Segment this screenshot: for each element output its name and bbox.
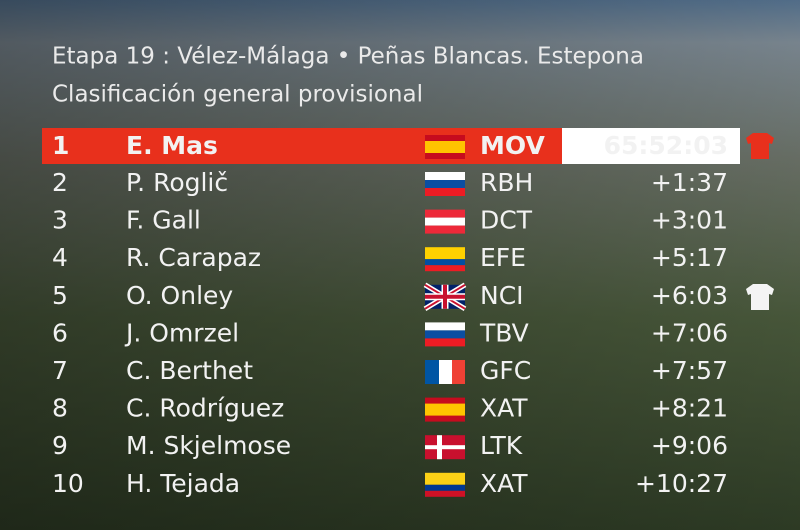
flag-part bbox=[425, 484, 465, 491]
team: XAT bbox=[480, 469, 528, 498]
rank: 9 bbox=[52, 431, 68, 460]
time: +7:57 bbox=[651, 356, 728, 385]
title: Etapa 19 : Vélez-Málaga • Peñas Blancas.… bbox=[52, 44, 644, 70]
flag-part bbox=[425, 490, 465, 497]
time: +1:37 bbox=[651, 168, 728, 197]
rank: 10 bbox=[52, 469, 84, 498]
flag bbox=[425, 135, 465, 159]
flag bbox=[425, 209, 465, 234]
flag-part bbox=[425, 209, 465, 218]
flag-part bbox=[425, 284, 465, 309]
rider-name: R. Carapaz bbox=[126, 243, 261, 272]
flag bbox=[425, 435, 465, 460]
flag bbox=[425, 397, 465, 422]
rider-name: H. Tejada bbox=[126, 469, 240, 498]
flag-part bbox=[425, 265, 465, 272]
flag-part bbox=[425, 403, 465, 416]
flag bbox=[425, 322, 465, 347]
flag-part bbox=[425, 330, 465, 339]
flag-part bbox=[425, 188, 465, 196]
flag bbox=[425, 172, 465, 196]
time: +5:17 bbox=[651, 243, 728, 272]
flag-part bbox=[425, 172, 465, 180]
flag-part bbox=[425, 217, 465, 226]
flag-part bbox=[425, 338, 465, 347]
flag-part bbox=[439, 360, 452, 384]
flag-part bbox=[425, 225, 465, 234]
team: RBH bbox=[480, 168, 533, 197]
team: XAT bbox=[480, 394, 528, 423]
time: +10:27 bbox=[635, 469, 728, 498]
rider-name: C. Berthet bbox=[126, 356, 253, 385]
team: GFC bbox=[480, 356, 531, 385]
time: +6:03 bbox=[651, 281, 728, 310]
rank: 6 bbox=[52, 318, 68, 347]
rider-name: J. Omrzel bbox=[124, 318, 239, 347]
red-jersey bbox=[746, 133, 774, 159]
rank: 1 bbox=[52, 131, 69, 160]
flag-part bbox=[425, 247, 465, 260]
team: NCI bbox=[480, 281, 524, 310]
flag-part bbox=[425, 259, 465, 266]
team: MOV bbox=[480, 131, 545, 160]
rider-name: F. Gall bbox=[126, 206, 201, 235]
flag-part bbox=[425, 360, 439, 384]
leader-band bbox=[42, 128, 562, 164]
flag bbox=[425, 472, 465, 497]
rider-name: C. Rodríguez bbox=[126, 394, 284, 423]
time: 65:52:03 bbox=[604, 131, 728, 160]
time: +7:06 bbox=[651, 318, 728, 347]
rank: 4 bbox=[52, 243, 68, 272]
flag-part bbox=[425, 322, 465, 331]
rider-name: P. Roglič bbox=[126, 168, 228, 197]
team: LTK bbox=[480, 431, 523, 460]
flag bbox=[425, 247, 465, 272]
team: TBV bbox=[479, 318, 529, 347]
flag bbox=[423, 282, 467, 311]
leader-time-box bbox=[562, 128, 740, 164]
rank: 8 bbox=[52, 394, 68, 423]
time: +9:06 bbox=[651, 431, 728, 460]
white-jersey bbox=[746, 284, 774, 310]
subtitle: Clasificación general provisional bbox=[52, 82, 423, 108]
flag bbox=[425, 360, 465, 384]
rider-name: E. Mas bbox=[126, 131, 218, 160]
flag-part bbox=[425, 472, 465, 485]
flag-part bbox=[452, 360, 465, 384]
flag-part bbox=[425, 180, 465, 188]
rider-name: M. Skjelmose bbox=[126, 431, 291, 460]
flag-part bbox=[425, 445, 465, 450]
time: +3:01 bbox=[651, 206, 728, 235]
time: +8:21 bbox=[651, 394, 728, 423]
flag-part bbox=[425, 141, 465, 153]
rank: 2 bbox=[52, 168, 68, 197]
rank: 7 bbox=[52, 356, 68, 385]
rider-name: O. Onley bbox=[126, 281, 233, 310]
team: DCT bbox=[480, 206, 533, 235]
team: EFE bbox=[480, 243, 526, 272]
rank: 5 bbox=[52, 281, 68, 310]
rank: 3 bbox=[52, 206, 68, 235]
